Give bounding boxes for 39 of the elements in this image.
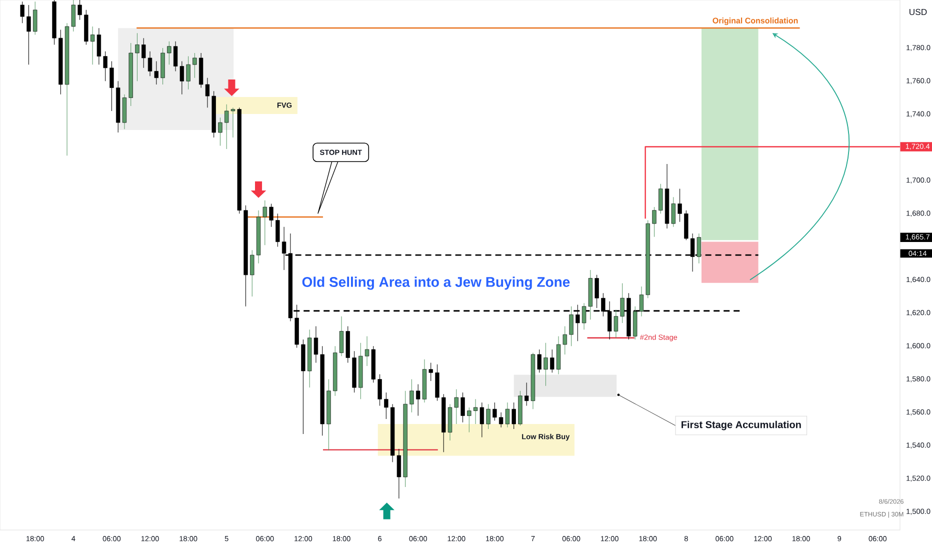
candlestick — [250, 250, 254, 297]
candlestick — [658, 184, 663, 214]
y-axis-title: USD — [910, 8, 927, 16]
candlestick — [652, 206, 656, 238]
candlestick — [103, 51, 108, 82]
candlestick — [410, 379, 414, 413]
candlestick — [594, 274, 599, 308]
candlestick — [78, 0, 82, 20]
candlestick — [167, 41, 172, 65]
candlestick — [454, 388, 458, 424]
candlestick — [486, 404, 490, 430]
candlestick — [218, 117, 222, 146]
candlestick — [550, 349, 554, 373]
candlestick — [20, 1, 24, 24]
annotation: First Stage Accumulation — [682, 420, 801, 430]
candlestick — [154, 61, 158, 85]
candlestick — [428, 362, 433, 382]
candlestick — [142, 38, 146, 68]
candlestick — [339, 316, 344, 356]
candlestick — [192, 52, 197, 78]
candlestick — [26, 4, 31, 65]
candlestick — [678, 188, 682, 222]
candlestick — [544, 342, 548, 386]
candlestick — [276, 213, 280, 248]
candlestick — [110, 61, 114, 112]
candlestick — [269, 203, 274, 228]
candlestick — [135, 32, 140, 82]
candlestick — [467, 407, 472, 433]
candlestick — [33, 1, 38, 36]
candlestick — [186, 56, 190, 90]
annotation: Old Selling Area into a Jew Buying Zone — [302, 276, 570, 290]
candlestick — [148, 51, 152, 76]
candlestick — [384, 392, 388, 420]
candlestick — [492, 402, 497, 421]
candlestick — [512, 402, 516, 430]
candlestick — [537, 349, 542, 373]
candlestick — [460, 392, 465, 423]
candlestick — [378, 374, 382, 406]
annotation: Original Consolidation — [712, 18, 798, 26]
